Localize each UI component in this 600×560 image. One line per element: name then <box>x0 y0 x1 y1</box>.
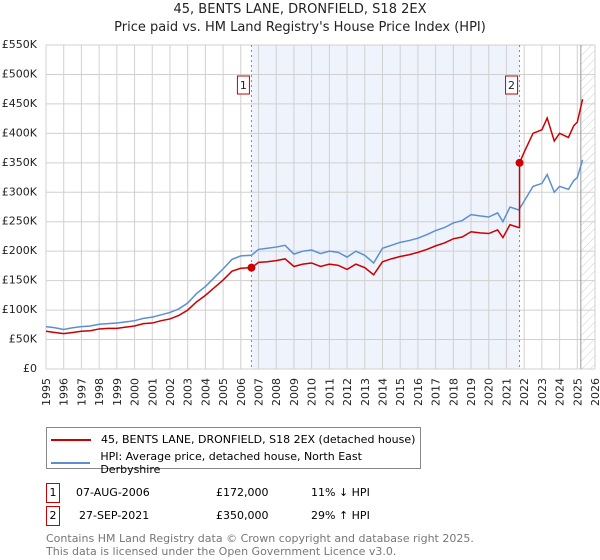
footer: Contains HM Land Registry data © Crown c… <box>46 532 474 558</box>
transaction-date: 27-SEP-2021 <box>79 509 150 522</box>
x-tick-label: 2025 <box>571 378 584 406</box>
y-tick-label: £50K <box>9 333 38 346</box>
y-tick-label: £550K <box>2 38 38 51</box>
x-tick-label: 2008 <box>270 378 283 406</box>
legend-label: 45, BENTS LANE, DRONFIELD, S18 2EX (deta… <box>101 433 416 446</box>
x-tick-label: 2023 <box>536 378 549 406</box>
x-tick-label: 2006 <box>235 378 248 406</box>
x-tick-label: 2009 <box>288 378 301 406</box>
hpi-line <box>45 159 584 331</box>
x-tick-label: 1998 <box>93 378 106 406</box>
x-tick-label: 2012 <box>341 378 354 406</box>
x-tick-label: 2007 <box>253 378 266 406</box>
x-tick-label: 2026 <box>589 378 600 406</box>
red-line-swatch <box>51 438 91 441</box>
x-tick-label: 2018 <box>447 378 460 406</box>
x-tick-label: 1999 <box>111 378 124 406</box>
sale-marker-label: 1 <box>240 79 247 92</box>
x-tick-label: 2001 <box>146 378 159 406</box>
legend: 45, BENTS LANE, DRONFIELD, S18 2EX (deta… <box>46 427 421 476</box>
x-tick-label: 2013 <box>359 378 372 406</box>
y-tick-label: £250K <box>2 215 38 228</box>
price-chart: 1995 1996 1997 1998 1999 2000 2001 2002 2003 2004… <box>2 38 600 406</box>
x-tick-label: 2019 <box>465 378 478 406</box>
x-tick-label: 1996 <box>58 378 71 406</box>
x-tick-label: 2021 <box>500 378 513 406</box>
x-tick-label: 1997 <box>75 378 88 406</box>
y-tick-label: £100K <box>2 303 38 316</box>
y-tick-label: £150K <box>2 274 38 287</box>
transaction-price: £172,000 <box>216 486 269 499</box>
legend-label: HPI: Average price, detached house, Nort… <box>100 450 362 476</box>
sale-marker-box <box>236 75 250 95</box>
y-tick-label: £400K <box>2 126 38 139</box>
chart-subtitle: Price paid vs. HM Land Registry's House … <box>114 20 486 35</box>
licence-text: This data is licensed under the Open Gov… <box>46 545 397 558</box>
sale-point <box>515 158 524 167</box>
y-tick-label: £200K <box>2 244 38 257</box>
x-tick-label: 2005 <box>217 378 230 406</box>
sale-marker-label: 2 <box>508 79 515 92</box>
transaction-hpi: 11% ↓ HPI <box>311 486 370 499</box>
x-tick-label: 2020 <box>483 378 496 406</box>
x-tick-label: 2004 <box>199 378 212 406</box>
forecast-hatch <box>580 45 595 369</box>
marker-badge: 1 <box>46 483 60 503</box>
legend-item-hpi: HPI: Average price, detached house, Nort… <box>51 450 420 476</box>
x-tick-label: 2014 <box>376 378 389 406</box>
x-tick-label: 2000 <box>129 378 142 406</box>
y-tick-label: £300K <box>2 185 38 198</box>
x-tick-label: 2016 <box>412 378 425 406</box>
x-tick-label: 2015 <box>394 378 407 406</box>
x-tick-label: 2024 <box>554 378 567 406</box>
blue-line-swatch <box>51 462 91 464</box>
x-tick-label: 2011 <box>323 378 336 406</box>
ownership-period-shading <box>251 45 520 369</box>
y-tick-label: £500K <box>2 67 38 80</box>
x-tick-label: 1995 <box>40 378 53 406</box>
y-tick-label: £450K <box>2 97 38 110</box>
legend-item-property: 45, BENTS LANE, DRONFIELD, S18 2EX (deta… <box>51 433 415 446</box>
transaction-price: £350,000 <box>216 509 269 522</box>
property-price-line <box>45 99 584 335</box>
sale-marker-box <box>505 75 519 95</box>
sale-point <box>247 263 256 272</box>
y-tick-label: £350K <box>2 156 38 169</box>
x-tick-label: 2022 <box>518 378 531 406</box>
chart-title: 45, BENTS LANE, DRONFIELD, S18 2EX <box>173 2 427 17</box>
transaction-hpi: 29% ↑ HPI <box>311 509 370 522</box>
x-tick-label: 2002 <box>164 378 177 406</box>
marker-badge: 2 <box>46 506 60 526</box>
x-tick-label: 2003 <box>182 378 195 406</box>
x-tick-label: 2010 <box>306 378 319 406</box>
x-tick-label: 2017 <box>430 378 443 406</box>
transaction-date: 07-AUG-2006 <box>76 486 150 499</box>
copyright-text: Contains HM Land Registry data © Crown c… <box>46 532 474 545</box>
y-tick-label: £0 <box>23 362 37 375</box>
